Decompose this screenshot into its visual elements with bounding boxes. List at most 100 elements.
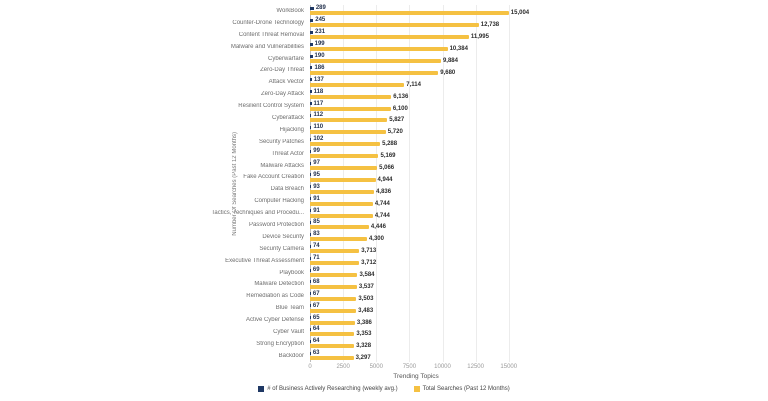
legend-item-research: # of Business Actively Researching (week…: [258, 386, 398, 392]
bar-group: 69 3,584: [310, 267, 522, 278]
total-searches-value: 9,884: [442, 58, 458, 64]
total-searches-bar: [310, 237, 367, 242]
x-axis-label: Trending Topics: [393, 373, 439, 380]
chart-row: Cyberattack 112 5,827: [0, 112, 768, 124]
bar-group: 118 6,136: [310, 89, 522, 100]
legend-swatch-research: [258, 386, 265, 392]
total-searches-bar: [310, 47, 448, 52]
total-searches-value: 3,713: [361, 248, 377, 255]
chart-row: Active Cyber Defense 65 3,386: [0, 314, 768, 326]
total-searches-value: 4,446: [370, 224, 386, 231]
total-searches-bar: [310, 82, 405, 87]
total-searches-value: 3,537: [358, 283, 374, 290]
total-searches-bar: [310, 70, 439, 75]
research-value: 95: [313, 171, 320, 178]
x-tick-label: 12500: [467, 364, 484, 370]
category-label: Security Patches: [258, 138, 304, 145]
bar-group: 68 3,537: [310, 279, 522, 290]
bar-group: 245 12,738: [310, 17, 522, 28]
category-label: Content Threat Removal: [238, 31, 304, 38]
chart-row: Malware Detection 68 3,537: [0, 278, 768, 290]
gridline: [409, 5, 411, 362]
research-value: 190: [314, 53, 325, 59]
bar-group: 137 7,114: [310, 76, 522, 88]
category-label: Backdoor: [278, 352, 304, 359]
x-tick-label: 2500: [336, 364, 350, 370]
total-searches-value: 4,744: [374, 212, 390, 219]
bar-group: 85 4,446: [310, 219, 522, 231]
category-label: Malware and Vulnerabilities: [230, 43, 304, 50]
total-searches-value: 7,114: [406, 81, 421, 88]
research-value: 137: [313, 76, 324, 83]
research-value: 69: [312, 267, 320, 274]
category-label: Resilient Control System: [238, 103, 304, 110]
research-bar: [310, 149, 312, 153]
total-searches-bar: [310, 273, 358, 278]
bar-group: 83 4,300: [310, 231, 522, 243]
category-label: Executive Threat Assessment: [225, 257, 304, 264]
bar-group: 63 3,297: [310, 350, 522, 361]
research-bar: [310, 268, 311, 272]
research-value: 110: [313, 124, 324, 131]
total-searches-value: 3,483: [358, 307, 374, 314]
total-searches-bar: [310, 142, 381, 147]
total-searches-bar: [310, 344, 355, 349]
research-value: 63: [312, 350, 320, 357]
x-tick-label: 10000: [434, 364, 451, 370]
chart-row: Backdoor 63 3,297: [0, 350, 768, 362]
bar-group: 67 3,483: [310, 303, 522, 314]
x-tick-label: 0: [308, 364, 312, 370]
total-searches-value: 5,066: [379, 165, 395, 172]
bar-group: 67 3,503: [310, 291, 522, 302]
category-label: Fake Account Creation: [243, 174, 304, 181]
total-searches-value: 4,300: [368, 236, 384, 243]
research-bar: [310, 6, 314, 10]
bar-group: 186 9,680: [310, 65, 522, 76]
chart-row: Zero-Day Attack 118 6,136: [0, 88, 768, 100]
research-value: 112: [313, 112, 324, 119]
gridline: [310, 5, 311, 362]
bar-group: 71 3,712: [310, 255, 522, 267]
bar-group: 93 4,836: [310, 183, 522, 195]
total-searches-value: 6,100: [392, 105, 408, 112]
total-searches-bar: [310, 320, 355, 325]
chart-row: Computer Hacking 91 4,744: [0, 195, 768, 207]
research-bar: [310, 327, 311, 331]
chart-row: Playbook 69 3,584: [0, 267, 768, 279]
total-searches-value: 6,136: [393, 93, 409, 100]
research-bar: [310, 78, 312, 82]
research-bar: [310, 304, 311, 308]
research-bar: [310, 66, 313, 70]
bar-group: 91 4,744: [310, 196, 522, 207]
total-searches-value: 9,680: [440, 69, 456, 76]
x-tick-label: 7500: [402, 364, 417, 370]
x-tick-label: 15000: [500, 364, 518, 370]
research-value: 93: [313, 183, 320, 190]
total-searches-value: 10,384: [449, 46, 468, 53]
category-label: Security Camera: [259, 245, 304, 252]
category-label: Malware Attacks: [260, 162, 304, 169]
gridline: [508, 5, 510, 362]
research-value: 99: [313, 148, 320, 155]
total-searches-bar: [310, 59, 441, 63]
bar-group: 117 6,100: [310, 101, 522, 112]
research-value: 83: [313, 231, 320, 238]
total-searches-bar: [310, 118, 388, 123]
chart-row: Security Camera 74 3,713: [0, 243, 768, 255]
research-bar: [310, 351, 311, 355]
chart-row: Tactics, Techniques and Procedu... 91 4,74…: [0, 207, 768, 219]
research-bar: [310, 125, 312, 129]
category-label: Blue Team: [275, 305, 304, 312]
category-label: Hijacking: [279, 126, 304, 133]
research-bar: [310, 220, 312, 224]
total-searches-value: 15,004: [510, 10, 530, 17]
total-searches-value: 3,712: [361, 260, 377, 267]
research-bar: [310, 173, 312, 177]
bar-group: 95 4,944: [310, 171, 522, 183]
chart-row: WorkBook 289 15,004: [0, 5, 768, 17]
category-label: Computer Hacking: [254, 198, 304, 205]
bar-group: 91 4,744: [310, 208, 522, 219]
chart-row: Data Breach 93 4,836: [0, 183, 768, 195]
category-label: Counter-Drone Technology: [232, 19, 304, 26]
bar-group: 199 10,384: [310, 41, 522, 53]
